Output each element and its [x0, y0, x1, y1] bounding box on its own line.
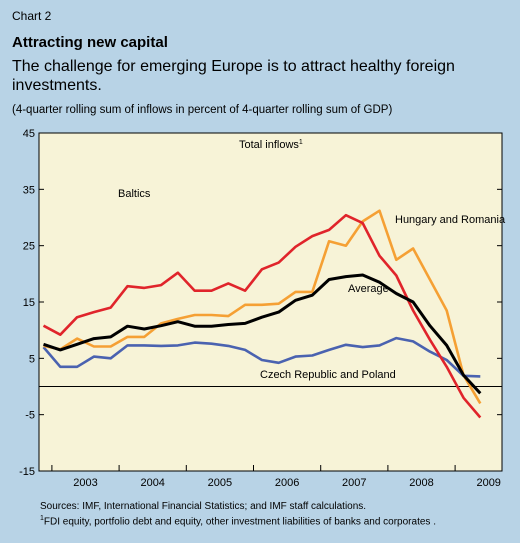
- y-tick-label: 5: [29, 353, 35, 365]
- x-tick-label: 2008: [409, 477, 433, 489]
- sources-note: Sources: IMF, International Financial St…: [40, 501, 367, 512]
- footnote-marker: 1: [40, 515, 44, 522]
- series-label-czech-republic-and-poland: Czech Republic and Poland: [260, 369, 396, 381]
- x-tick-label: 2009: [476, 477, 500, 489]
- plot-area: [38, 132, 503, 472]
- series-label-average: Average: [348, 283, 389, 295]
- x-tick-label: 2004: [140, 477, 164, 489]
- x-tick-label: 2007: [342, 477, 366, 489]
- chart-note: (4-quarter rolling sum of inflows in per…: [12, 104, 393, 116]
- x-tick-label: 2005: [208, 477, 232, 489]
- series-line-czech-republic-and-poland: [42, 336, 481, 378]
- chart-subtitle: The challenge for emerging Europe is to …: [12, 58, 455, 94]
- y-tick-label: 35: [23, 184, 35, 196]
- y-tick-label: -15: [19, 466, 35, 478]
- series-label-baltics: Baltics: [118, 188, 151, 200]
- series-label-hungary-and-romania: Hungary and Romania: [395, 214, 506, 226]
- y-tick-label: 15: [23, 297, 35, 309]
- footnote-text: FDI equity, portfolio debt and equity, o…: [43, 516, 436, 528]
- y-tick-label: 45: [23, 128, 35, 140]
- x-tick-label: 2006: [275, 477, 299, 489]
- series-line-average: [43, 273, 482, 395]
- y-tick-label: -5: [25, 410, 35, 422]
- y-tick-label: 25: [23, 241, 35, 253]
- series-line-hungary-and-romania: [43, 209, 482, 405]
- chart-number: Chart 2: [12, 9, 52, 23]
- total-inflows-annotation: Total inflows1: [239, 139, 303, 151]
- x-tick-label: 2003: [73, 477, 97, 489]
- footnote: 1FDI equity, portfolio debt and equity, …: [40, 515, 436, 527]
- chart-title: Attracting new capital: [12, 34, 168, 51]
